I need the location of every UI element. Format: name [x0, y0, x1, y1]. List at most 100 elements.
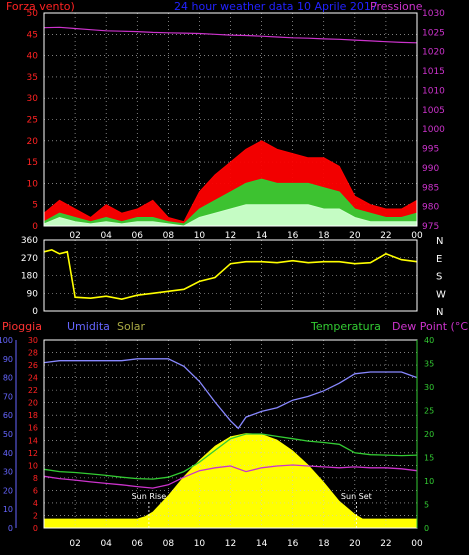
x-tick-label: 22: [380, 539, 391, 549]
humidity-tick-label: 10: [3, 505, 13, 514]
compass-label: E: [436, 254, 442, 265]
direction-axis-ticks: 0 90 180 270 360: [21, 236, 38, 317]
temperature-tick-label: 15: [424, 454, 434, 463]
wind-tick-label: 35: [27, 73, 38, 83]
rain-tick-label: 4: [33, 499, 38, 508]
rain-tick-label: 22: [28, 386, 38, 395]
wind-axis-ticks: 0 5 10 15 20 25 30 35 40 45 50: [27, 9, 39, 232]
rain-tick-label: 0: [33, 524, 38, 533]
pressure-tick-label: 1030: [422, 9, 445, 19]
sun-annotations: Sun Rise Sun Set: [132, 492, 372, 528]
compass-label: S: [436, 272, 442, 283]
x-tick-label: 00: [411, 231, 423, 241]
solar-label: Solar: [117, 320, 146, 333]
humidity-tick-label: 100: [0, 336, 13, 345]
rain-tick-label: 26: [28, 361, 38, 370]
x-tick-label: 20: [349, 231, 361, 241]
wind-tick-label: 50: [27, 9, 39, 19]
rain-tick-label: 14: [28, 436, 38, 445]
x-tick-label: 18: [318, 539, 330, 549]
x-tick-label: 22: [380, 231, 391, 241]
sun-annotation-label: Sun Set: [341, 492, 372, 501]
direction-tick-label: 180: [21, 272, 38, 282]
rain-tick-label: 16: [28, 424, 38, 433]
wind-tick-label: 25: [27, 116, 38, 126]
pressure-tick-label: 1015: [422, 67, 445, 77]
x-tick-label: 14: [256, 539, 268, 549]
direction-tick-label: 0: [32, 307, 38, 317]
temperature-series: [43, 433, 418, 480]
temperature-tick-label: 5: [424, 501, 429, 510]
direction-tick-label: 90: [27, 289, 39, 299]
direction-panel-frame: [43, 239, 418, 312]
rain-tick-label: 2: [33, 511, 38, 520]
rain-label: Pioggia: [2, 320, 42, 333]
wind-speed-series: [43, 204, 418, 227]
humidity-series: [43, 358, 418, 430]
pressure-series: [43, 26, 418, 44]
pressure-tick-label: 995: [422, 145, 439, 155]
x-tick-label: 08: [163, 539, 175, 549]
rain-tick-label: 30: [28, 336, 38, 345]
rain-humidity-temperature-panel: Pioggia Umidita Solar Temperatura Dew Po…: [0, 320, 469, 549]
pressure-tick-label: 1010: [422, 86, 445, 96]
temperature-tick-label: 25: [424, 407, 434, 416]
humidity-tick-label: 20: [3, 486, 13, 495]
pressure-tick-label: 1005: [422, 106, 445, 116]
x-tick-label: 20: [349, 539, 361, 549]
x-tick-label: 06: [132, 539, 144, 549]
lower-panel-x-ticks: 02 04 06 08 10 12 14 16 18 20 22 00: [69, 539, 423, 549]
humidity-tick-label: 90: [3, 355, 13, 364]
direction-series-line: [43, 249, 418, 301]
wind-panel-frame: [43, 12, 418, 227]
humidity-tick-label: 80: [3, 374, 13, 383]
humidity-tick-label: 70: [3, 392, 13, 401]
wind-tick-label: 30: [27, 94, 39, 104]
x-tick-label: 18: [318, 231, 330, 241]
wind-tick-label: 10: [27, 179, 39, 189]
x-tick-label: 10: [194, 539, 206, 549]
humidity-axis-ticks: 0 10 20 30 40 50 60 70 80 90 100: [0, 336, 13, 533]
wind-tick-label: 15: [27, 158, 38, 168]
temperature-tick-label: 20: [424, 430, 434, 439]
x-tick-label: 06: [132, 231, 144, 241]
humidity-tick-label: 40: [3, 449, 13, 458]
compass-label: N: [436, 307, 443, 318]
x-tick-label: 04: [100, 539, 112, 549]
rain-tick-label: 28: [28, 349, 38, 358]
temperature-tick-label: 10: [424, 477, 434, 486]
x-tick-label: 04: [100, 231, 112, 241]
wind-panel-x-ticks: 02 04 06 08 10 12 14 16 18 20 22 00: [69, 231, 423, 241]
humidity-tick-label: 30: [3, 468, 13, 477]
temperature-tick-label: 0: [424, 524, 429, 533]
pressure-tick-label: 990: [422, 164, 439, 174]
pressure-axis-ticks: 975 980 985 990 995 1000 1005 1010 1015 1020 1025 1…: [422, 9, 445, 232]
sun-annotation-label: Sun Rise: [132, 492, 167, 501]
x-tick-label: 14: [256, 231, 268, 241]
temperature-label: Temperatura: [310, 320, 381, 333]
wind-panel-series: [43, 26, 418, 227]
direction-tick-label: 360: [21, 236, 38, 246]
humidity-label: Umidita: [67, 320, 110, 333]
x-tick-label: 00: [411, 539, 423, 549]
pressure-tick-label: 975: [422, 222, 439, 232]
rain-tick-label: 12: [28, 449, 38, 458]
x-tick-label: 08: [163, 231, 175, 241]
direction-series: [43, 249, 418, 301]
x-tick-label: 16: [287, 539, 299, 549]
rain-tick-label: 10: [28, 461, 38, 470]
humidity-tick-label: 60: [3, 411, 13, 420]
compass-label: W: [436, 289, 446, 300]
rain-tick-label: 8: [33, 474, 38, 483]
lower-panel-series: [43, 358, 418, 489]
humidity-tick-label: 0: [8, 524, 13, 533]
x-tick-label: 12: [225, 231, 236, 241]
pressure-tick-label: 1000: [422, 125, 445, 135]
temperature-axis-ticks: 0 5 10 15 20 25 30 35 40: [424, 336, 434, 533]
rain-tick-label: 20: [28, 399, 38, 408]
x-tick-label: 02: [69, 539, 80, 549]
wind-tick-label: 40: [27, 52, 39, 62]
wind-axis-label: Forza vento): [6, 0, 75, 13]
